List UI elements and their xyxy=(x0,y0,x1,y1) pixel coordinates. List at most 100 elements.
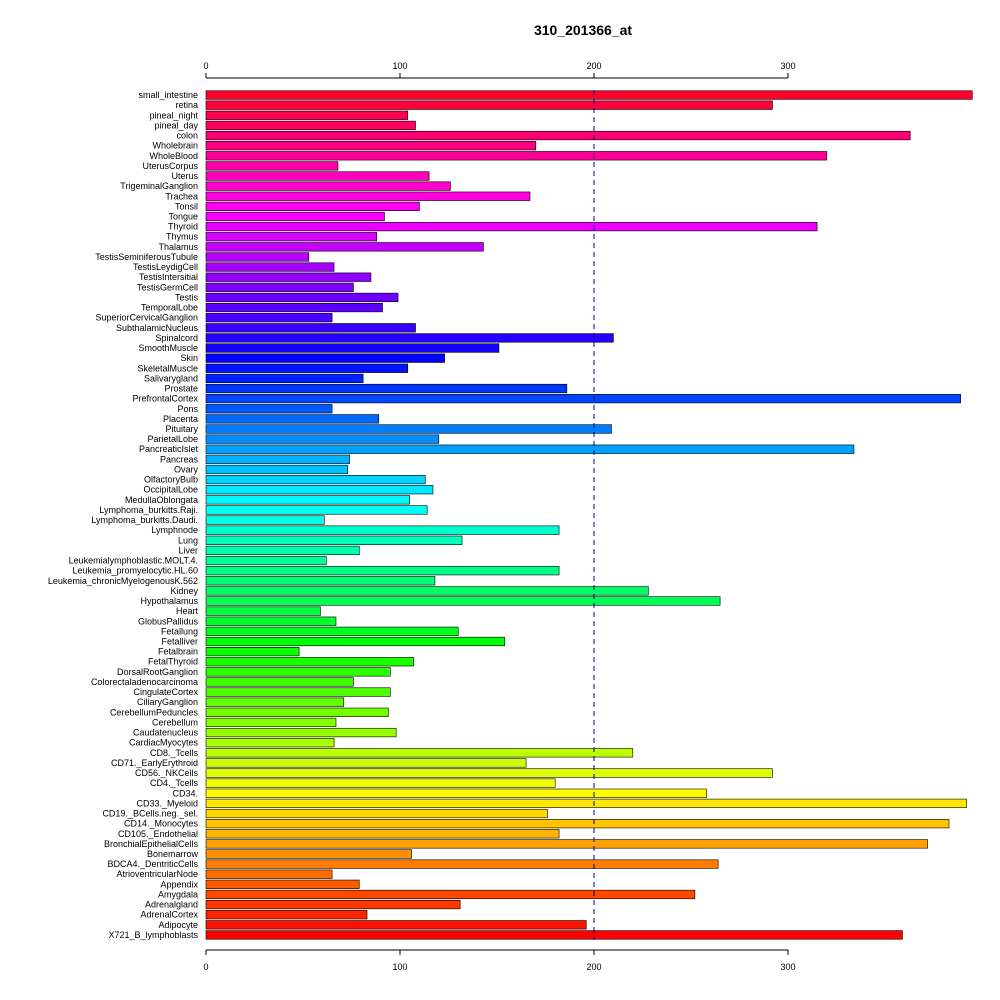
chart-title: 310_201366_at xyxy=(534,22,632,38)
bar xyxy=(205,707,389,717)
category-label: Lymphoma_burkitts.Raji. xyxy=(99,505,198,515)
category-label: Thymus xyxy=(166,232,199,242)
category-label: Fetalbrain xyxy=(158,647,198,657)
bar xyxy=(205,363,409,373)
bar xyxy=(205,839,928,849)
category-label: Leukemialymphoblastic.MOLT.4. xyxy=(69,556,198,566)
category-label: Hypothalamus xyxy=(140,596,198,606)
bar xyxy=(205,697,345,707)
category-label: Kidney xyxy=(170,586,198,596)
bar xyxy=(205,879,360,889)
category-label: AtrioventricularNode xyxy=(116,869,198,879)
bar xyxy=(205,464,348,475)
tick-label: 200 xyxy=(586,962,601,972)
bar xyxy=(205,596,721,606)
bar xyxy=(205,100,773,110)
bar xyxy=(205,120,416,131)
category-label: Tongue xyxy=(168,211,198,221)
bar xyxy=(205,232,378,242)
bar xyxy=(205,282,354,292)
category-label: Colorectaladenocarcinoma xyxy=(91,677,198,687)
bar xyxy=(205,910,368,920)
category-label: Lymphoma_burkitts.Daudi. xyxy=(91,515,198,525)
category-label: Appendix xyxy=(160,879,198,889)
category-label: Thyroid xyxy=(168,222,198,232)
category-label: OccipitalLobe xyxy=(143,485,198,495)
category-label: CD33._Myeloid xyxy=(136,798,198,808)
category-label: TestisLeydigCell xyxy=(133,262,198,272)
category-label: CD4._Tcells xyxy=(150,778,199,788)
bar xyxy=(205,626,459,636)
top-axis: 0 100 200 300 xyxy=(203,61,796,79)
bar xyxy=(205,495,410,505)
category-label: UterusCorpus xyxy=(142,161,198,171)
bar xyxy=(205,677,354,687)
bar xyxy=(205,849,412,859)
bar xyxy=(205,899,461,910)
category-label: TestisIntersitial xyxy=(139,272,198,282)
category-label: pineal_day xyxy=(154,120,198,130)
bar xyxy=(205,181,451,191)
bar xyxy=(205,161,339,171)
category-label: CD8._Tcells xyxy=(150,748,199,758)
category-label: AdrenalCortex xyxy=(140,910,198,920)
category-label: SubthalamicNucleus xyxy=(116,323,199,333)
bar xyxy=(205,272,372,282)
bar xyxy=(205,859,719,869)
category-label: FetalThyroid xyxy=(148,657,198,667)
bar xyxy=(205,727,397,738)
bar xyxy=(205,930,903,940)
category-label: TestisSeminiferousTubule xyxy=(95,252,198,262)
bar xyxy=(205,798,967,808)
bar xyxy=(205,717,337,728)
bar xyxy=(205,222,818,232)
category-label: CD105._Endothelial xyxy=(118,829,198,839)
category-label: small_intestine xyxy=(138,90,198,100)
bar xyxy=(205,130,911,141)
bars xyxy=(205,90,973,940)
category-label: MedullaOblongata xyxy=(125,495,198,505)
bar xyxy=(205,444,855,454)
category-label: Caudatenucleus xyxy=(133,728,199,738)
category-label: SkeletalMuscle xyxy=(137,363,198,373)
category-label: Heart xyxy=(176,606,199,616)
bar xyxy=(205,90,973,100)
category-label: Ovary xyxy=(174,464,199,474)
bar xyxy=(205,515,325,525)
bar xyxy=(205,576,436,586)
bar xyxy=(205,141,537,151)
bar xyxy=(205,343,500,353)
category-label: Lymphnode xyxy=(151,525,198,535)
category-label: Lung xyxy=(178,535,198,545)
bar xyxy=(205,566,560,576)
category-label: Adrenalgland xyxy=(145,900,198,910)
category-label: retina xyxy=(175,100,198,110)
bar xyxy=(205,748,634,758)
bar xyxy=(205,616,337,626)
category-label: CiliaryGanglion xyxy=(137,697,198,707)
category-label: Cerebellum xyxy=(152,717,198,727)
category-label: colon xyxy=(176,131,198,141)
category-label: Liver xyxy=(178,545,198,555)
category-label: BronchialEpithelialCells xyxy=(104,839,199,849)
bar xyxy=(205,667,391,677)
category-label: X721_B_lymphoblasts xyxy=(108,930,198,940)
bar xyxy=(205,383,568,394)
bar xyxy=(205,262,335,272)
category-label: Wholebrain xyxy=(152,141,198,151)
bar xyxy=(205,738,335,748)
bar xyxy=(205,889,696,900)
bar xyxy=(205,535,463,545)
bar xyxy=(205,424,612,434)
category-label: Pituitary xyxy=(165,424,198,434)
bar xyxy=(205,778,556,788)
tick-label: 300 xyxy=(780,962,795,972)
tick-label: 0 xyxy=(203,962,208,972)
category-label: Uterus xyxy=(171,171,198,181)
bar xyxy=(205,151,828,161)
bar xyxy=(205,313,333,323)
category-label: GlobusPallidus xyxy=(138,616,199,626)
bar xyxy=(205,414,379,424)
bar xyxy=(205,687,391,697)
